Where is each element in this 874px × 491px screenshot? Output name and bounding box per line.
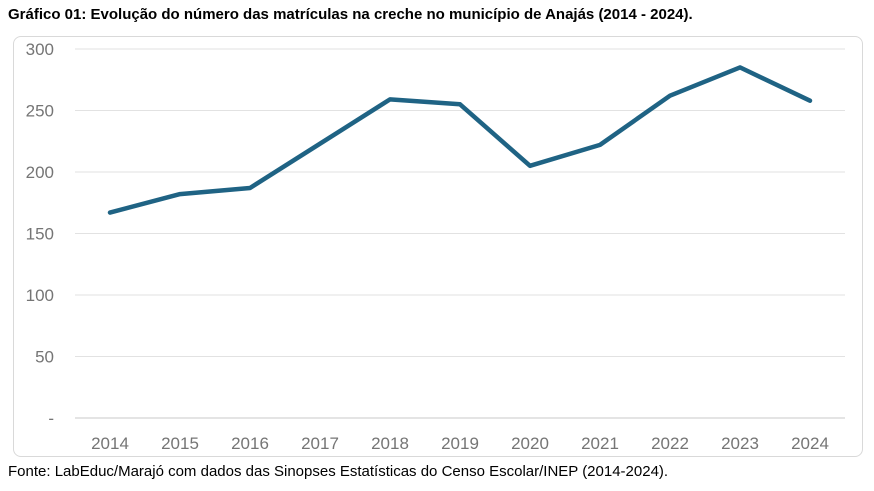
y-tick-label: 50 — [35, 347, 54, 366]
x-tick-label: 2014 — [91, 434, 129, 453]
x-tick-label: 2015 — [161, 434, 199, 453]
chart-container: 300 250 200 150 100 50 - 2014 2015 2016 2017 2018 20… — [13, 36, 863, 457]
chart-title: Gráfico 01: Evolução do número das matrí… — [8, 6, 693, 23]
y-tick-label: 250 — [26, 101, 54, 120]
x-tick-label: 2021 — [581, 434, 619, 453]
y-tick-label: 100 — [26, 286, 54, 305]
y-tick-label: 150 — [26, 224, 54, 243]
x-tick-label: 2018 — [371, 434, 409, 453]
y-tick-label: - — [48, 409, 54, 428]
x-tick-label: 2020 — [511, 434, 549, 453]
x-tick-label: 2016 — [231, 434, 269, 453]
source-caption: Fonte: LabEduc/Marajó com dados das Sino… — [8, 463, 669, 480]
y-tick-label: 300 — [26, 40, 54, 59]
x-tick-label: 2024 — [791, 434, 829, 453]
x-tick-label: 2022 — [651, 434, 689, 453]
line-chart: 300 250 200 150 100 50 - 2014 2015 2016 2017 2018 20… — [26, 40, 845, 453]
y-tick-label: 200 — [26, 163, 54, 182]
data-series-line — [107, 65, 813, 215]
x-tick-label: 2017 — [301, 434, 339, 453]
x-tick-label: 2019 — [441, 434, 479, 453]
x-tick-label: 2023 — [721, 434, 759, 453]
